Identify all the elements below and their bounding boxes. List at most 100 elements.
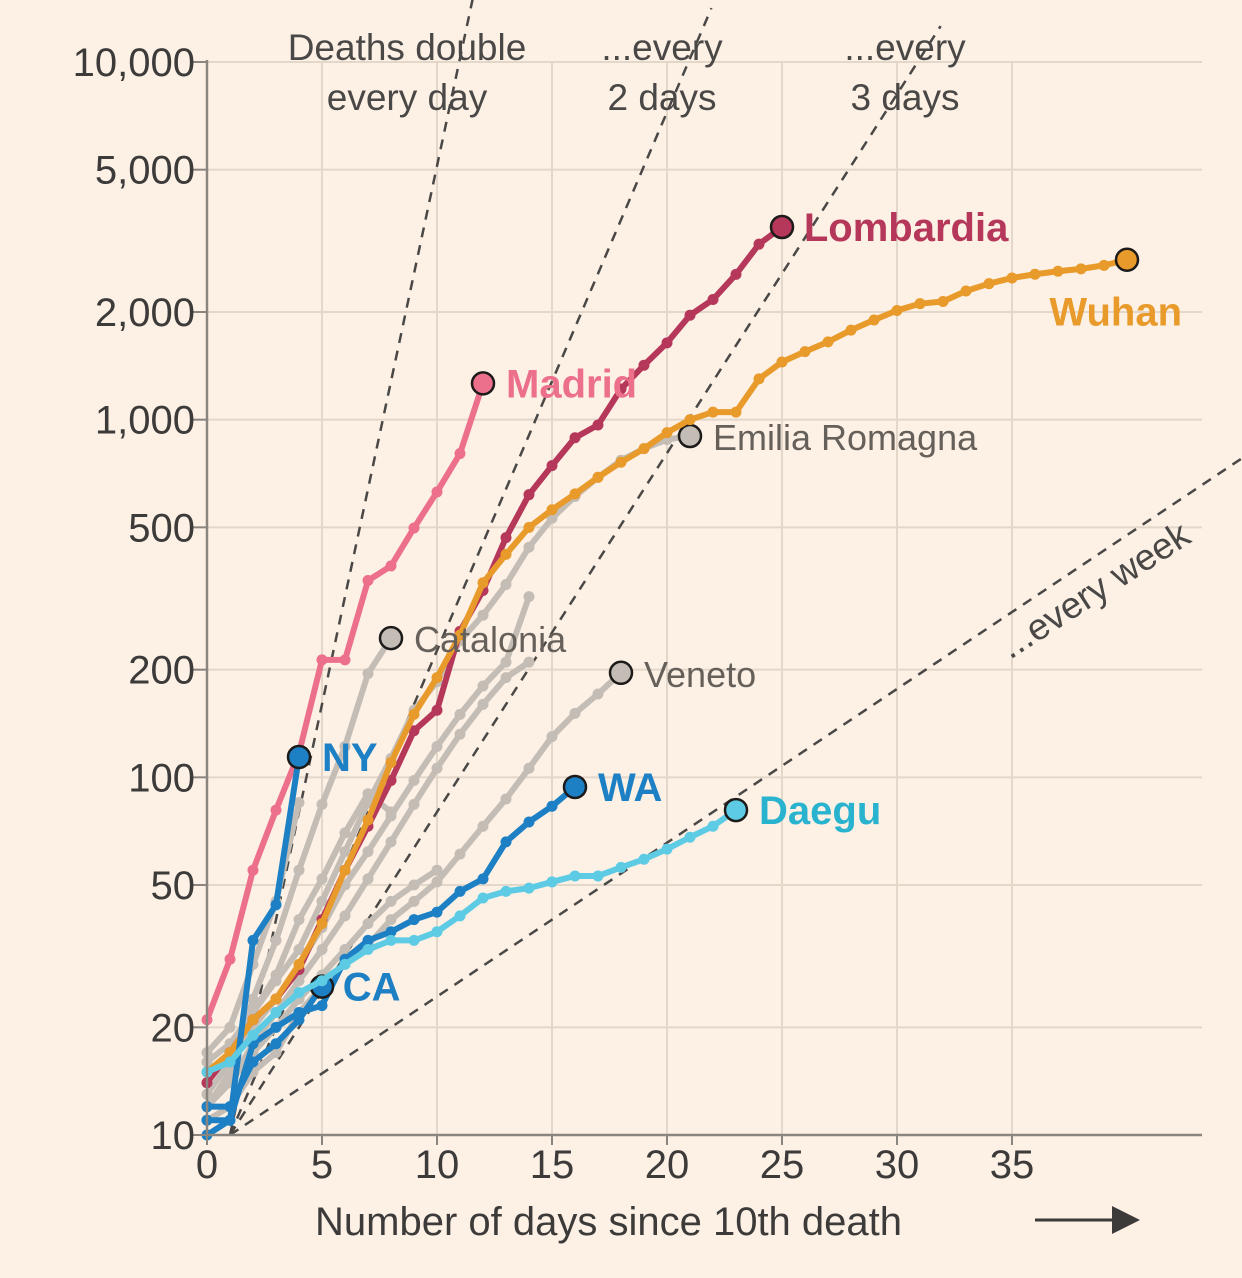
series-point <box>431 704 443 716</box>
series-point <box>454 708 466 720</box>
doubling-guide-labels: Deaths double every day...every 2 days...e… <box>288 27 1198 667</box>
y-tick-label: 1,000 <box>95 399 195 443</box>
series-point <box>500 885 512 897</box>
series-end-marker <box>608 660 634 686</box>
series-point <box>707 820 719 832</box>
series-point <box>707 406 719 418</box>
series-point <box>431 740 443 752</box>
doubling-guide-label: ...every week <box>992 513 1198 666</box>
series-end-marker <box>286 744 312 770</box>
series-point <box>247 934 259 946</box>
x-axis-title: Number of days since 10th death <box>315 1200 902 1244</box>
y-tick-label: 200 <box>128 649 195 693</box>
series-point <box>638 853 650 865</box>
series-point <box>270 1021 282 1033</box>
doubling-guide-label: ...every 3 days <box>844 27 966 118</box>
series-point <box>500 656 512 668</box>
series-point <box>339 958 351 970</box>
series-point <box>362 918 374 930</box>
series-point <box>707 293 719 305</box>
series-point <box>385 806 397 818</box>
series-end-marker <box>769 214 795 240</box>
y-tick-label: 500 <box>128 506 195 550</box>
series-end-label: Veneto <box>644 654 756 695</box>
series-wuhan <box>201 247 1140 1078</box>
series-point <box>224 1021 236 1033</box>
series-point <box>293 864 305 876</box>
doubling-guide-label-line: ...every week <box>992 513 1198 666</box>
series-point <box>615 383 627 395</box>
series-point <box>408 774 420 786</box>
series-point <box>408 725 420 737</box>
series-point <box>477 609 489 621</box>
series-point <box>431 864 443 876</box>
series-point <box>270 1038 282 1050</box>
series-end-labels: Lombardia Wuhan Madrid NY WA CA Daegu Emilia Ro… <box>322 206 1182 1010</box>
series-point <box>270 969 282 981</box>
x-tick-label: 35 <box>990 1143 1035 1187</box>
series-point <box>523 882 535 894</box>
y-tick-label: 50 <box>151 864 196 908</box>
series-point <box>408 708 420 720</box>
series-point <box>293 914 305 926</box>
series-point <box>500 579 512 591</box>
series-end-marker <box>378 625 404 651</box>
series-point <box>661 427 673 439</box>
series-point <box>592 688 604 700</box>
series-point <box>293 958 305 970</box>
series-end-marker <box>470 371 496 396</box>
series-point <box>408 934 420 946</box>
y-tick-label: 5,000 <box>95 149 195 193</box>
series-point <box>523 656 535 668</box>
series-point <box>592 471 604 483</box>
series-point <box>247 1029 259 1041</box>
series-point <box>224 953 236 965</box>
x-axis-title-group: Number of days since 10th death <box>315 1200 1140 1244</box>
series-point <box>431 762 443 774</box>
series-point <box>431 672 443 684</box>
series-point <box>408 895 420 907</box>
series-point <box>615 456 627 468</box>
series-point <box>385 895 397 907</box>
y-tick-label: 10 <box>151 1114 196 1158</box>
series-point <box>293 1014 305 1026</box>
series-point <box>362 788 374 800</box>
series-point <box>523 541 535 553</box>
series-end-label: Lombardia <box>804 206 1009 250</box>
series-end-label: Daegu <box>759 789 881 833</box>
series-point <box>523 521 535 533</box>
series-point <box>270 993 282 1005</box>
series-point <box>247 993 259 1005</box>
series-point <box>385 934 397 946</box>
series-point <box>339 846 351 858</box>
series-point <box>477 892 489 904</box>
series-point <box>247 1056 259 1068</box>
series-point <box>247 1014 259 1026</box>
y-tick-label: 2,000 <box>95 291 195 335</box>
series-point <box>523 816 535 828</box>
series-end-marker <box>1114 247 1140 272</box>
series-unlabeled <box>201 788 397 1068</box>
series-point <box>293 797 305 809</box>
y-tick-label: 10,000 <box>73 41 195 85</box>
series-point <box>1052 265 1064 277</box>
series-end-label: Emilia Romagna <box>713 417 978 458</box>
series-point <box>684 309 696 321</box>
series-wa <box>201 774 588 1141</box>
series-point <box>500 672 512 684</box>
series-point <box>385 926 397 938</box>
series-point <box>822 336 834 348</box>
doubling-guide-label: Deaths double every day <box>288 27 527 118</box>
series-ny <box>201 744 312 1126</box>
series-point <box>477 698 489 710</box>
series-point <box>316 798 328 810</box>
series-point <box>293 987 305 999</box>
series-point <box>454 448 466 460</box>
series-point <box>339 864 351 876</box>
series-point <box>569 707 581 719</box>
series-point <box>431 906 443 918</box>
series-point <box>776 356 788 368</box>
series-emilia-romagna <box>201 423 703 1089</box>
series-point <box>569 488 581 500</box>
doubling-guide-label-line: ...every <box>601 27 723 68</box>
